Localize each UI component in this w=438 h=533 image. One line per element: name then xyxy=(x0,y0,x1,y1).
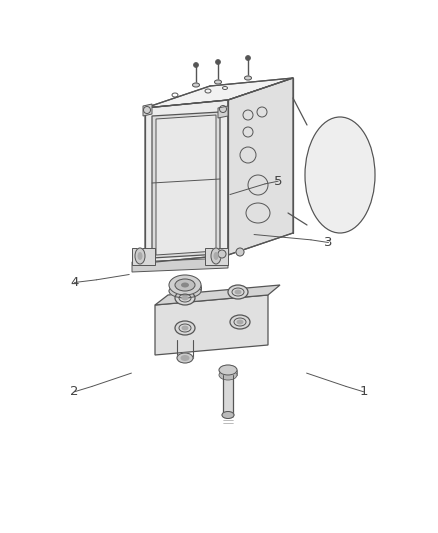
Circle shape xyxy=(246,55,251,61)
Polygon shape xyxy=(145,100,228,263)
Ellipse shape xyxy=(181,295,188,301)
Ellipse shape xyxy=(175,279,195,291)
Circle shape xyxy=(236,248,244,256)
Text: 4: 4 xyxy=(70,276,79,289)
Ellipse shape xyxy=(211,248,221,264)
Polygon shape xyxy=(143,104,152,116)
Ellipse shape xyxy=(237,319,244,325)
Text: 2: 2 xyxy=(70,385,79,398)
Ellipse shape xyxy=(175,321,195,335)
Circle shape xyxy=(218,250,226,258)
Ellipse shape xyxy=(177,353,193,363)
Ellipse shape xyxy=(234,289,241,295)
Ellipse shape xyxy=(181,282,189,287)
Polygon shape xyxy=(228,78,293,255)
Ellipse shape xyxy=(180,355,190,361)
Polygon shape xyxy=(155,295,268,355)
Ellipse shape xyxy=(169,284,201,298)
Polygon shape xyxy=(145,78,293,108)
Ellipse shape xyxy=(138,252,142,260)
Ellipse shape xyxy=(215,80,222,84)
Ellipse shape xyxy=(306,118,374,232)
Ellipse shape xyxy=(222,411,234,418)
Polygon shape xyxy=(132,258,228,272)
Polygon shape xyxy=(155,285,280,305)
Ellipse shape xyxy=(135,248,145,264)
Text: 5: 5 xyxy=(274,175,283,188)
Ellipse shape xyxy=(219,370,237,380)
Ellipse shape xyxy=(181,326,188,330)
Ellipse shape xyxy=(244,76,251,80)
Ellipse shape xyxy=(219,365,237,375)
Circle shape xyxy=(194,62,198,68)
Text: 3: 3 xyxy=(324,236,333,249)
Polygon shape xyxy=(219,370,237,375)
Ellipse shape xyxy=(175,291,195,305)
Ellipse shape xyxy=(230,315,250,329)
Polygon shape xyxy=(223,375,233,415)
Polygon shape xyxy=(218,106,228,118)
Polygon shape xyxy=(152,112,220,258)
Text: 1: 1 xyxy=(359,385,368,398)
Ellipse shape xyxy=(192,83,199,87)
Polygon shape xyxy=(132,248,155,265)
Polygon shape xyxy=(156,115,216,255)
Circle shape xyxy=(215,60,220,64)
Ellipse shape xyxy=(213,252,219,260)
Ellipse shape xyxy=(169,275,201,295)
Polygon shape xyxy=(205,248,228,265)
Ellipse shape xyxy=(228,285,248,299)
